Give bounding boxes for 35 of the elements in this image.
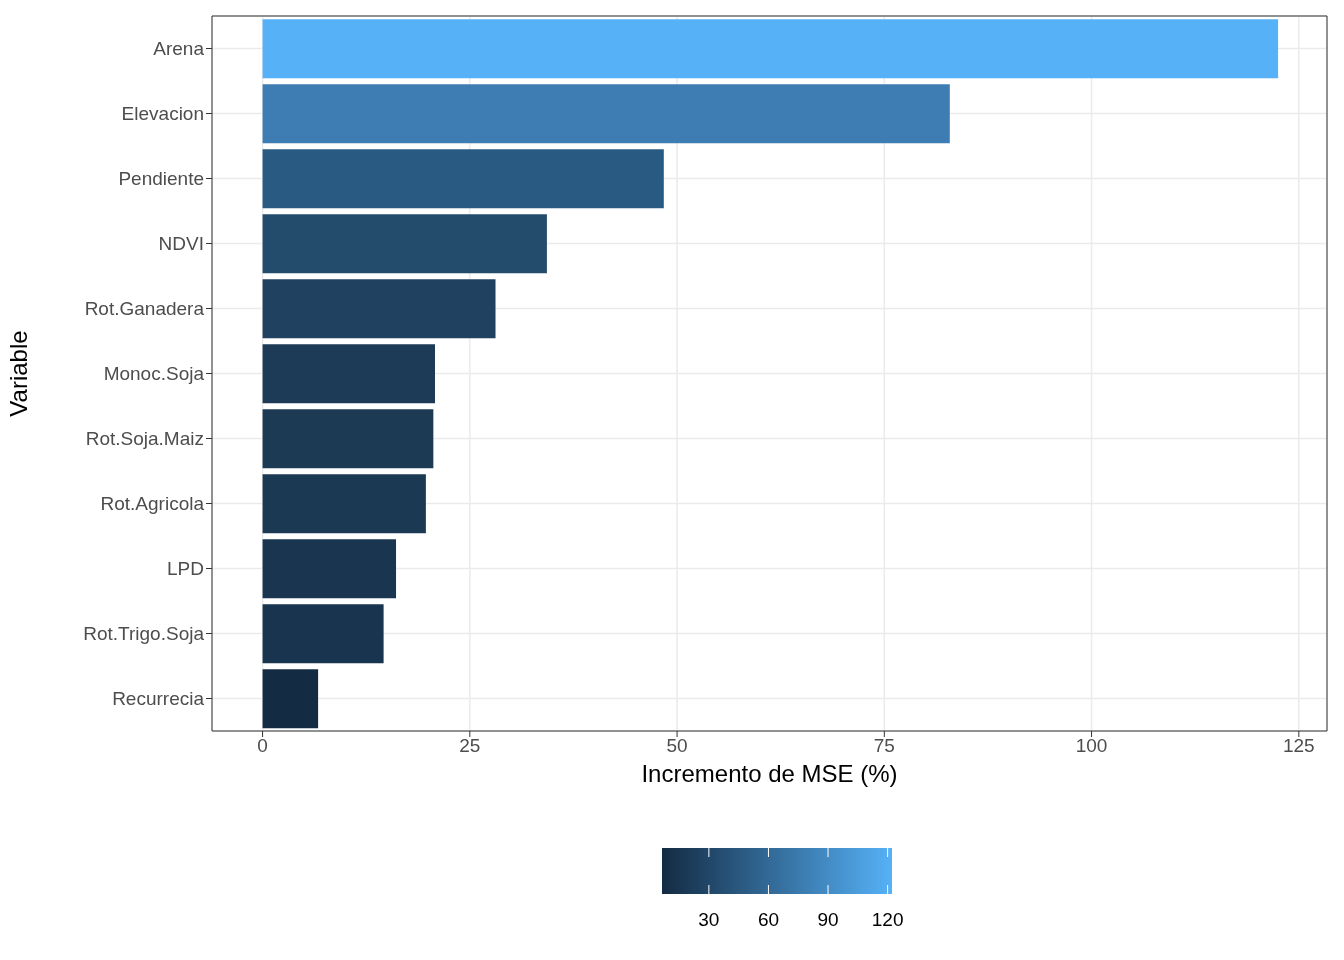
bar bbox=[262, 214, 547, 274]
bar bbox=[262, 474, 426, 534]
color-bar-label: 120 bbox=[871, 909, 904, 930]
bar bbox=[262, 344, 435, 404]
bar bbox=[262, 149, 664, 209]
y-tick-label: NDVI bbox=[158, 233, 204, 255]
color-bar-label: 90 bbox=[817, 909, 839, 930]
bar bbox=[262, 19, 1279, 79]
x-tick-label: 100 bbox=[1075, 735, 1108, 757]
y-tick-label: Rot.Soja.Maiz bbox=[85, 428, 204, 450]
x-tick-label: 125 bbox=[1282, 735, 1315, 757]
y-tick-label: Pendiente bbox=[118, 168, 204, 190]
color-bar-label: 60 bbox=[757, 909, 780, 930]
y-tick-label: Recurrecia bbox=[112, 688, 205, 710]
y-axis-title: Variable bbox=[4, 330, 32, 417]
x-tick-label: 75 bbox=[873, 735, 895, 757]
x-tick-label: 0 bbox=[257, 735, 268, 757]
bar bbox=[262, 669, 319, 729]
color-bar-label: 30 bbox=[698, 909, 720, 930]
y-tick-label: Rot.Ganadera bbox=[84, 298, 205, 320]
x-axis-title: Incremento de MSE (%) bbox=[641, 760, 898, 788]
y-tick-label: Rot.Trigo.Soja bbox=[83, 623, 205, 645]
y-tick-label: Elevacion bbox=[121, 103, 204, 125]
y-tick-label: LPD bbox=[167, 558, 204, 580]
x-tick-label: 50 bbox=[666, 735, 688, 757]
y-tick-label: Rot.Agricola bbox=[100, 493, 205, 515]
y-tick-label: Arena bbox=[153, 38, 205, 60]
bar bbox=[262, 539, 397, 599]
bar bbox=[262, 409, 434, 469]
y-tick-label: Monoc.Soja bbox=[103, 363, 205, 385]
bar bbox=[262, 604, 384, 664]
x-tick-label: 25 bbox=[459, 735, 481, 757]
colour-scale: 30 60 90 120 bbox=[662, 838, 922, 938]
bar bbox=[262, 84, 950, 144]
bar bbox=[262, 279, 496, 339]
